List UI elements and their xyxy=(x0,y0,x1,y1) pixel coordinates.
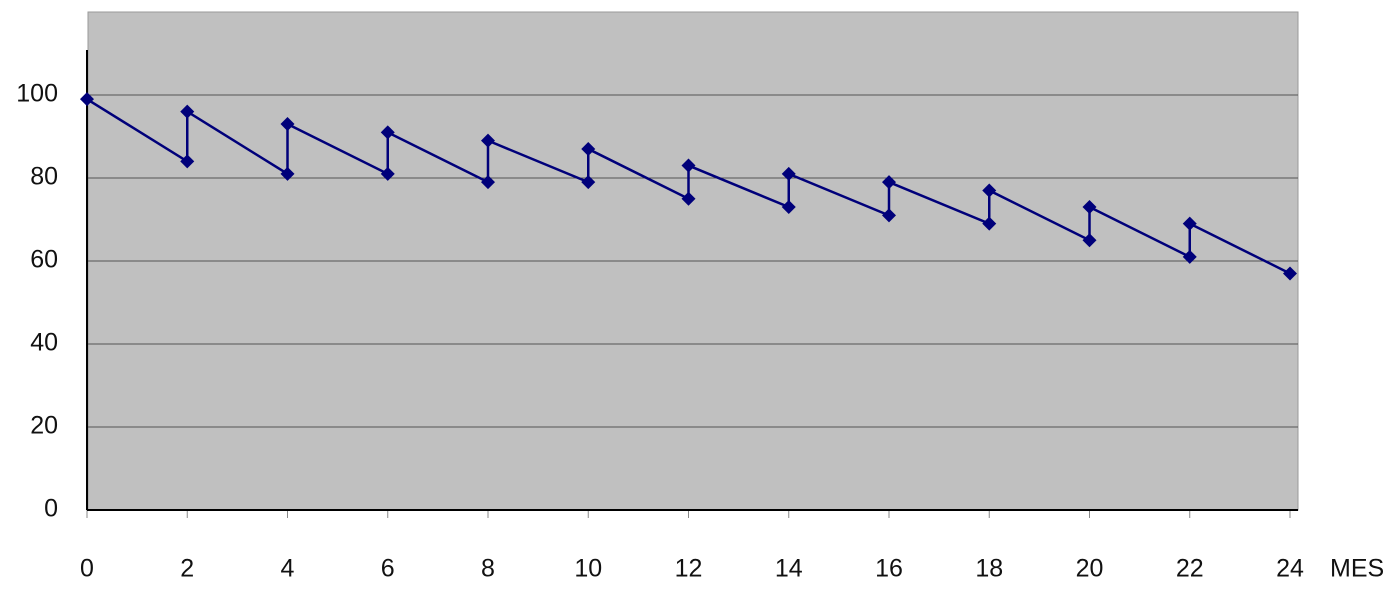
data-point xyxy=(380,125,395,140)
data-point xyxy=(982,183,997,198)
data-point xyxy=(1283,266,1297,281)
x-tick-label: 10 xyxy=(574,555,602,583)
x-tick-label: 18 xyxy=(975,555,1003,583)
data-point xyxy=(1182,249,1197,264)
x-axis-label: MES xyxy=(1330,555,1384,583)
x-tick-label: 2 xyxy=(180,555,194,583)
data-point xyxy=(1082,200,1097,215)
data-point xyxy=(1082,233,1097,248)
y-tick-label: 80 xyxy=(30,163,58,191)
data-point xyxy=(280,117,295,132)
x-tick-label: 6 xyxy=(381,555,395,583)
y-tick-label: 20 xyxy=(30,412,58,440)
y-tick-label: 60 xyxy=(30,246,58,274)
y-tick-label: 100 xyxy=(16,80,58,108)
data-point xyxy=(781,200,796,215)
data-point xyxy=(80,92,94,107)
data-point xyxy=(882,208,896,223)
data-point xyxy=(180,154,195,169)
x-tick-label: 8 xyxy=(481,555,495,583)
data-point xyxy=(180,104,195,119)
data-point xyxy=(280,166,295,181)
x-tick-label: 16 xyxy=(875,555,903,583)
data-point xyxy=(481,175,495,190)
x-tick-label: 14 xyxy=(775,555,803,583)
data-point xyxy=(781,166,796,181)
x-tick-label: 22 xyxy=(1176,555,1204,583)
x-tick-label: 4 xyxy=(281,555,295,583)
data-point xyxy=(581,175,596,190)
data-point xyxy=(380,166,395,181)
data-point xyxy=(882,175,896,190)
data-point xyxy=(982,216,997,231)
data-point xyxy=(1182,216,1197,231)
data-point xyxy=(681,191,696,206)
x-tick-label: 12 xyxy=(675,555,703,583)
x-tick-label: 0 xyxy=(80,555,94,583)
data-point xyxy=(481,133,495,148)
x-tick-label: 24 xyxy=(1276,555,1304,583)
data-point xyxy=(681,158,696,173)
y-tick-label: 40 xyxy=(30,329,58,357)
y-tick-label: 0 xyxy=(44,495,58,523)
data-point xyxy=(581,141,596,156)
x-tick-label: 20 xyxy=(1076,555,1104,583)
